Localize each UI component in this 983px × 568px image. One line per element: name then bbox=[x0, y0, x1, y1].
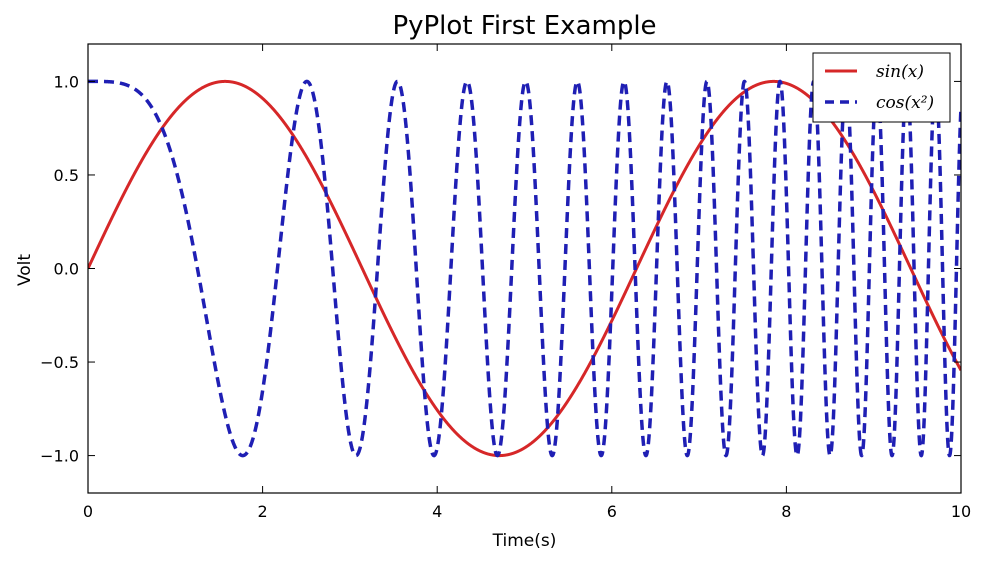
x-tick-label: 0 bbox=[83, 502, 93, 521]
y-tick-label: 0.0 bbox=[54, 260, 79, 279]
x-tick-label: 6 bbox=[607, 502, 617, 521]
y-tick-label: −1.0 bbox=[40, 447, 79, 466]
chart-title: PyPlot First Example bbox=[392, 11, 656, 41]
axis-ticks: 0 2 4 6 8 10 1.0 0.5 0.0 −0.5 −1.0 bbox=[40, 44, 971, 521]
y-tick-label: 0.5 bbox=[54, 166, 79, 185]
x-tick-label: 8 bbox=[781, 502, 791, 521]
y-axis-label: Volt bbox=[15, 254, 35, 286]
legend-label-sin: sin(x) bbox=[876, 62, 924, 82]
y-tick-label: 1.0 bbox=[54, 72, 79, 91]
x-axis-label: Time(s) bbox=[492, 531, 557, 551]
legend: sin(x) cos(x²) bbox=[812, 52, 951, 123]
legend-box bbox=[812, 52, 951, 123]
series-line-cos bbox=[88, 79, 961, 458]
x-tick-label: 4 bbox=[432, 502, 442, 521]
legend-label-cos: cos(x²) bbox=[876, 93, 934, 113]
y-tick-label: −0.5 bbox=[40, 353, 79, 372]
x-tick-label: 2 bbox=[258, 502, 268, 521]
x-tick-label: 10 bbox=[951, 502, 971, 521]
